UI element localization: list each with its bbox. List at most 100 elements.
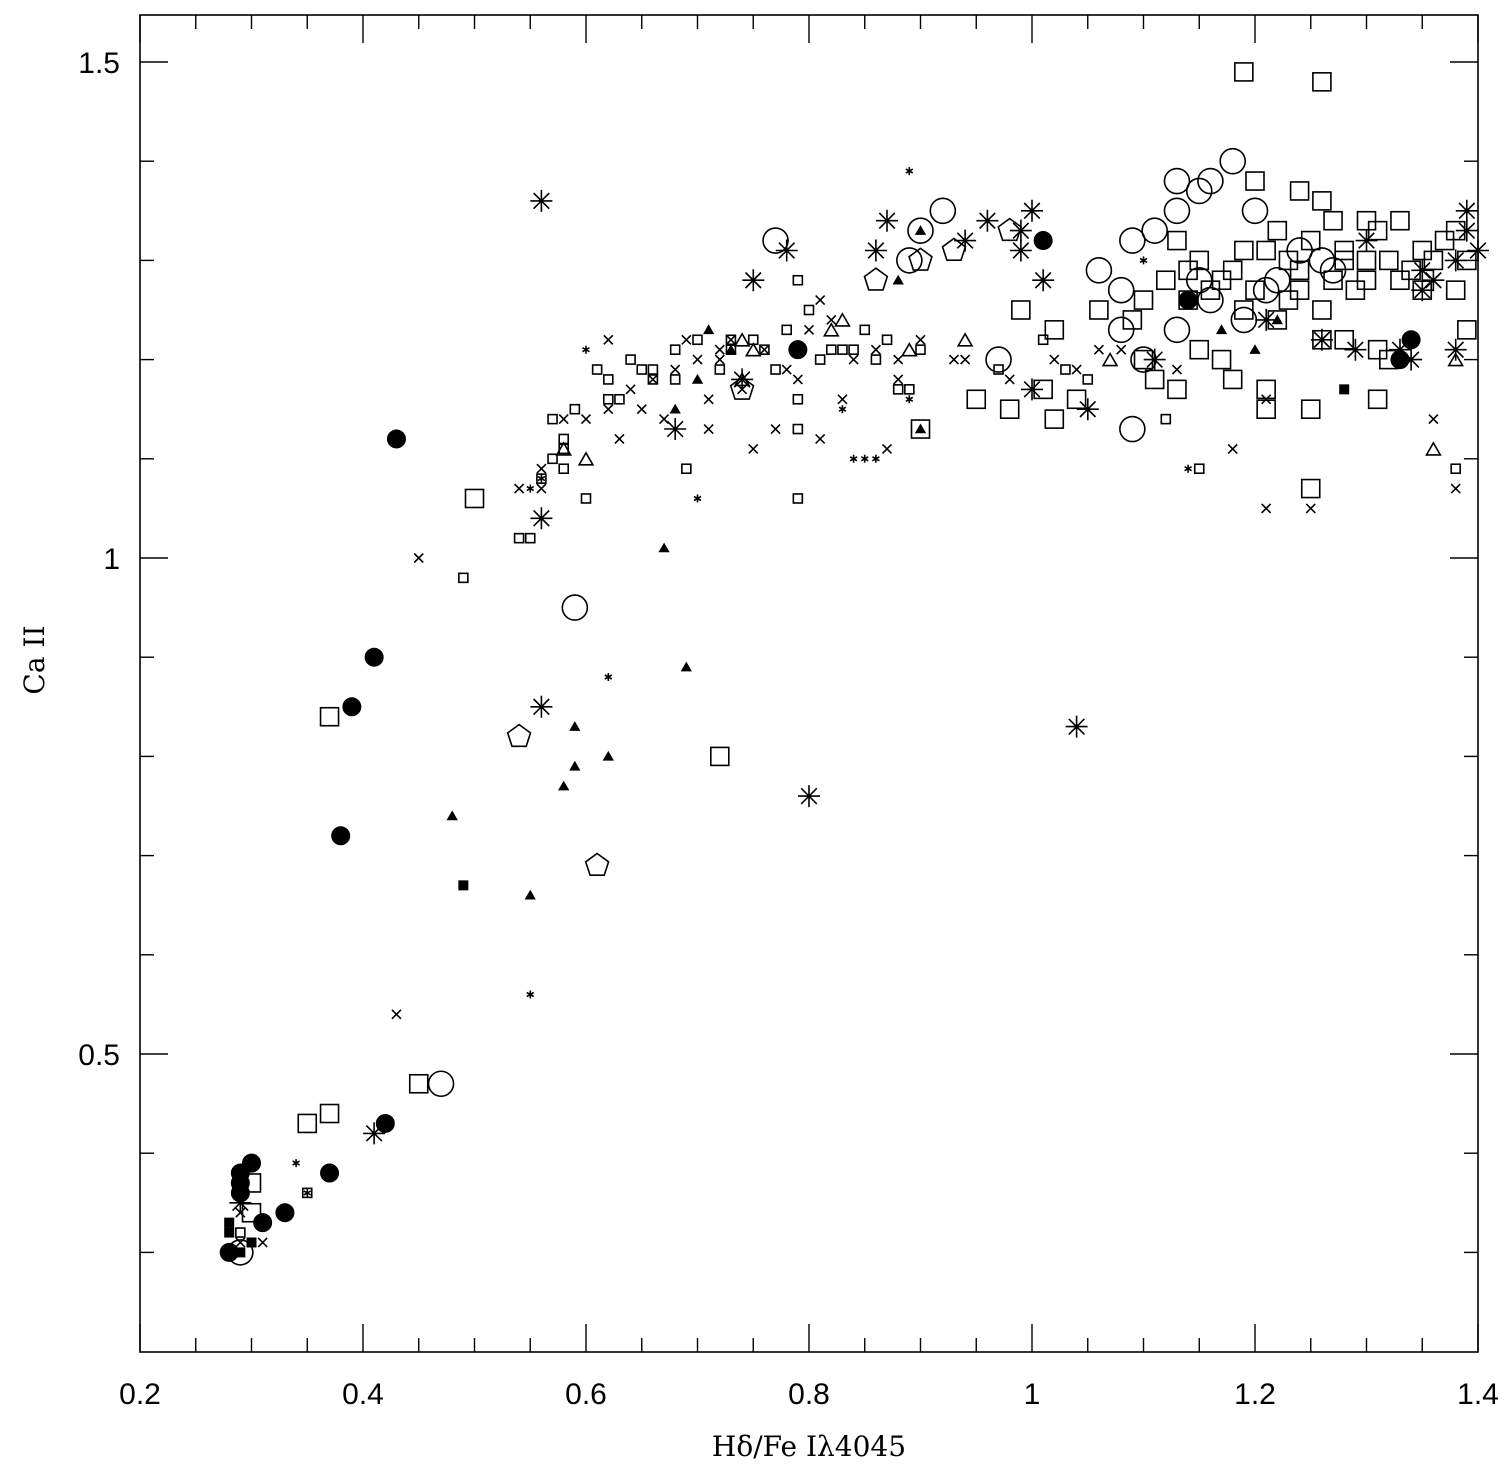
small-star-point [1139,256,1148,265]
pentagon-point [584,852,610,877]
small-square-point [770,364,781,375]
filled-circle-point [275,1203,295,1223]
asterisk-point [1444,338,1467,361]
x-axis-title: Hδ/Fe Iλ4045 [712,1430,906,1463]
small-star-point [860,454,869,463]
x-cross-point [703,423,714,435]
x-cross-point [848,354,859,365]
small-star-point [1184,464,1192,473]
x-tick-label: 1.2 [1234,1378,1276,1411]
big-square-point [1044,409,1065,429]
big-square-point [1390,210,1410,231]
big-square-point [1211,349,1232,370]
x-cross-point [748,443,759,454]
filled-triangle-point [680,661,692,672]
big-square-point [319,706,340,727]
big-square-point [464,488,485,509]
small-square-point [792,493,804,504]
filled-triangle-point [1271,314,1283,325]
big-circle-point [1130,346,1157,373]
asterisk-point [1455,219,1478,242]
x-cross-point [826,314,837,325]
big-circle-point [929,197,957,225]
x-cross-point [1093,344,1104,355]
big-square-point [1167,379,1187,400]
asterisk-point [530,189,553,212]
open-triangle-point [823,322,840,337]
filled-triangle-point [691,373,704,384]
asterisk-point [664,418,687,440]
x-cross-point [815,295,826,306]
small-square-point [458,572,469,584]
big-square-point [1334,240,1354,261]
small-square-point [1160,413,1172,425]
big-square-point [1011,300,1031,320]
filled-circle-point [788,340,808,360]
filled-circle-point [1178,290,1198,310]
small-square-point [792,423,804,435]
big-circle-point [1308,247,1336,274]
big-square-point [1156,270,1176,291]
asterisk-point [1021,378,1043,401]
x-tick-label: 0.6 [565,1378,607,1411]
x-tick-label: 0.4 [342,1378,384,1411]
asterisk-point [1444,249,1467,272]
filled-circle-point [1033,231,1053,251]
big-circle-point [896,247,923,274]
big-square-point [1300,478,1321,499]
big-circle-point [1264,266,1291,294]
filled-circle-point [331,826,351,846]
asterisk-point [1255,308,1278,331]
asterisk-point [363,1122,386,1145]
big-circle-point [1185,266,1213,294]
x-cross-point [636,404,647,415]
small-square-point [235,1227,246,1238]
asterisk-point [1422,269,1445,292]
big-square-point [1312,72,1332,92]
filled-triangle-point [524,889,536,900]
big-square-point [1144,369,1165,390]
x-cross-point [960,354,971,365]
pentagon-point [908,247,933,271]
filled-triangle-point [1249,344,1261,354]
pentagon-point [506,723,532,748]
small-square-point [647,374,659,385]
x-cross-point [714,354,725,365]
x-cross-point [603,404,614,415]
x-cross-point [658,414,670,425]
filled-square-point [224,1227,235,1238]
big-circle-point [561,594,589,621]
filled-triangle-point [914,225,927,235]
filled-triangle-point [725,344,737,354]
asterisk-point [1400,348,1423,371]
small-square-point [803,304,815,316]
small-square-point [915,344,926,355]
small-square-point [904,384,915,395]
filled-triangle-point [669,403,681,414]
x-cross-point [1261,503,1272,514]
big-circle-point [762,227,789,254]
big-circle-point [1197,167,1224,195]
x-cross-point [1227,443,1238,454]
x-cross-point [614,433,625,445]
big-square-point [1234,62,1254,82]
big-square-point [1256,399,1276,420]
x-cross-point [893,354,904,365]
asterisk-point [1355,229,1378,252]
axis-ticks [139,15,1479,1352]
asterisk-point [229,1191,252,1214]
asterisk-point [864,239,887,262]
y-tick-label: 0.5 [78,1039,120,1072]
big-square-point [1267,220,1288,241]
filled-triangle-point [569,760,581,771]
asterisk-point [1076,398,1099,421]
asterisk-point [876,209,898,232]
small-square-point [625,354,636,365]
big-circle-point [1197,286,1224,314]
small-square-point [759,344,770,355]
big-square-point [1323,210,1343,231]
big-square-point [1390,270,1410,291]
asterisk-point [775,239,798,262]
big-square-point [1222,369,1243,390]
